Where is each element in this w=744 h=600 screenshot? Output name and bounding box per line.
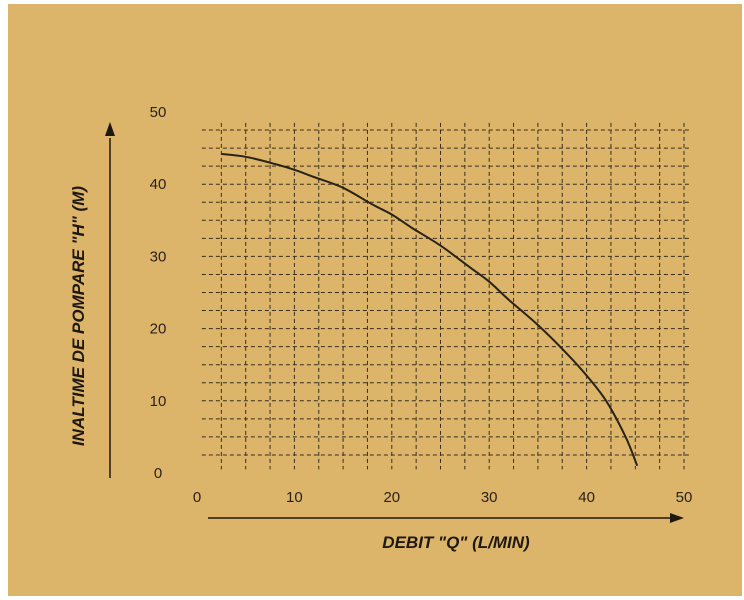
x-axis-label: DEBIT "Q" (L/MIN)	[382, 533, 530, 552]
x-tick-label: 40	[578, 489, 595, 506]
x-tick-label: 0	[193, 489, 201, 506]
x-tick-label: 20	[383, 489, 400, 506]
chart-panel	[8, 4, 742, 596]
series-line	[221, 152, 639, 467]
chart-tick-labels: 0 10 20 30 40 50 0 10 20 30 40 50	[150, 104, 693, 506]
y-axis-arrow	[105, 122, 115, 136]
y-tick-label: 10	[150, 393, 167, 410]
x-axis-arrow	[670, 513, 684, 523]
y-tick-label: 20	[150, 321, 167, 338]
y-tick-label: 30	[150, 248, 167, 265]
chart-series	[221, 152, 639, 467]
x-tick-label: 30	[481, 489, 498, 506]
x-tick-label: 10	[286, 489, 303, 506]
y-axis-label: INALTIME DE POMPARE "H" (M)	[69, 186, 88, 446]
x-tick-label: 50	[676, 489, 693, 506]
chart-grid	[201, 122, 689, 470]
y-tick-label: 50	[150, 104, 167, 121]
y-tick-label: 40	[150, 176, 167, 193]
y-tick-label: 0	[154, 465, 162, 482]
chart-axes	[105, 122, 684, 523]
